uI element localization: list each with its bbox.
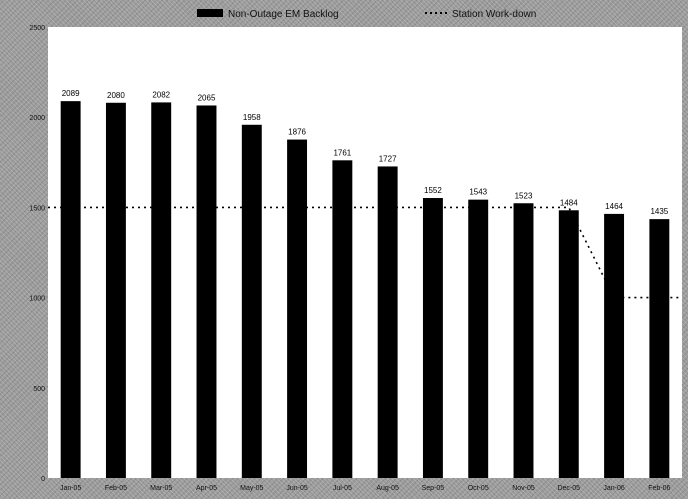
- x-tick-label: Apr-05: [196, 485, 217, 492]
- y-tick-label: 2000: [29, 115, 45, 122]
- bar-Sep-05: [422, 198, 443, 478]
- bar-value-label: 1484: [560, 198, 578, 207]
- bar-value-label: 1552: [424, 186, 442, 195]
- legend-bar-label: Non-Outage EM Backlog: [228, 9, 339, 20]
- x-tick-label: Sep-05: [422, 485, 445, 492]
- y-ticks: 0 500 1000 1500 2000 2500: [29, 25, 45, 483]
- x-tick-label: Oct-05: [468, 485, 489, 492]
- legend-line-label: Station Work-down: [452, 9, 536, 20]
- bar-Jan-05: [60, 101, 81, 478]
- bar-Mar-05: [151, 102, 172, 479]
- bar-value-label: 2082: [152, 90, 170, 99]
- y-tick-label: 0: [41, 476, 45, 483]
- bar-Jan-06: [604, 213, 625, 478]
- x-ticks: Jan-05 Feb-05 Mar-05 Apr-05 May-05 Jun-05 Jul-…: [60, 485, 671, 492]
- x-tick-label: Mar-05: [150, 485, 172, 492]
- x-tick-label: Nov-05: [512, 485, 535, 492]
- x-tick-label: Jun-05: [286, 485, 308, 492]
- bar-value-label: 1543: [469, 188, 487, 197]
- bar-labels: 2089 2080 2082 2065 1958 1876 1761 1727 1552 1543…: [62, 89, 669, 216]
- y-tick-label: 1000: [29, 296, 45, 303]
- bar-value-label: 1761: [333, 148, 351, 157]
- bar-Oct-05: [468, 199, 489, 478]
- bar-value-label: 1464: [605, 202, 623, 211]
- bar-Feb-06: [649, 219, 670, 478]
- y-tick-label: 1500: [29, 205, 45, 212]
- bar-Dec-05: [558, 210, 579, 478]
- bar-Feb-05: [105, 102, 126, 478]
- bar-value-label: 1435: [650, 207, 668, 216]
- bar-value-label: 2065: [198, 93, 216, 102]
- bar-Jun-05: [287, 139, 308, 479]
- bar-value-label: 2080: [107, 91, 125, 100]
- x-tick-label: Aug-05: [376, 485, 399, 492]
- x-tick-label: Feb-06: [648, 485, 670, 492]
- legend-bar-swatch: [197, 9, 223, 17]
- y-tick-label: 500: [33, 386, 45, 393]
- x-tick-label: Jul-05: [333, 485, 352, 492]
- y-tick-label: 2500: [29, 25, 45, 32]
- x-tick-label: Jan-05: [60, 485, 82, 492]
- x-tick-label: Feb-05: [105, 485, 127, 492]
- bar-Jul-05: [332, 160, 353, 478]
- bar-Apr-05: [196, 105, 217, 478]
- bar-value-label: 1727: [379, 154, 397, 163]
- workdown-line: [48, 206, 682, 299]
- bars: [60, 101, 670, 479]
- x-tick-label: May-05: [240, 485, 263, 492]
- plot-area: [48, 27, 682, 478]
- x-tick-label: Dec-05: [557, 485, 580, 492]
- bar-May-05: [241, 124, 262, 479]
- legend: Non-Outage EM Backlog Station Work-down: [197, 9, 536, 20]
- bar-value-label: 2089: [62, 89, 80, 98]
- x-tick-label: Jan-06: [603, 485, 625, 492]
- bar-value-label: 1876: [288, 128, 306, 137]
- bar-value-label: 1958: [243, 113, 261, 122]
- bar-value-label: 1523: [515, 191, 533, 200]
- bar-Nov-05: [513, 203, 534, 478]
- bar-Aug-05: [377, 166, 398, 478]
